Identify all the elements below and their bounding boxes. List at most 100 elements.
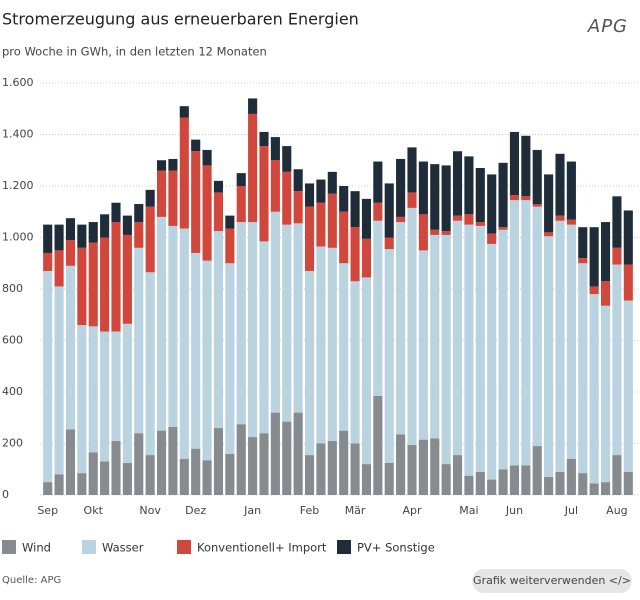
bar-segment <box>111 440 121 495</box>
bar-segment <box>270 160 280 212</box>
legend-swatch <box>177 540 191 554</box>
bar-segment <box>339 263 349 431</box>
bar-segment <box>134 247 144 434</box>
bar-segment <box>327 247 337 441</box>
bar-segment <box>544 236 554 477</box>
bar-segment <box>248 113 258 223</box>
y-tick-label: 1.400 <box>2 128 34 141</box>
bar-segment <box>225 453 235 495</box>
bar-segment <box>179 106 189 118</box>
bar-segment <box>293 191 303 224</box>
bar-segment <box>623 210 633 265</box>
bar-segment <box>191 448 201 495</box>
bar-segment <box>555 153 565 216</box>
bar-segment <box>384 237 394 250</box>
bar-segment <box>396 434 406 495</box>
bar-segment <box>498 469 508 495</box>
bar-segment <box>578 473 588 495</box>
bar-segment <box>179 228 189 459</box>
bar-segment <box>134 433 144 495</box>
bar-segment <box>509 200 520 466</box>
bar-segment <box>236 222 246 425</box>
bar-segment <box>54 224 64 251</box>
bar-segment <box>65 218 76 241</box>
x-tick-label: Aug <box>606 504 627 517</box>
bar-segment <box>54 250 64 287</box>
bar-segment <box>612 196 622 248</box>
x-tick-label: Jun <box>505 504 523 517</box>
bar-segment <box>259 433 269 495</box>
bar-segment <box>475 222 485 226</box>
x-tick-label: Jan <box>243 504 261 517</box>
bar-segment <box>487 174 497 234</box>
bar-segment <box>145 189 155 207</box>
bar-segment <box>373 161 383 203</box>
y-tick-label: 1.600 <box>2 76 34 89</box>
bar-segment <box>350 191 360 228</box>
bar-segment <box>225 215 235 229</box>
chart-subtitle: pro Woche in GWh, in den letzten 12 Mona… <box>2 45 267 59</box>
bar-segment <box>623 300 633 472</box>
bar-segment <box>43 252 53 271</box>
bar-segment <box>100 237 110 332</box>
bar-segment <box>100 461 110 495</box>
bar-segment <box>156 170 167 217</box>
bar-segment <box>134 204 144 223</box>
bar-segment <box>122 323 132 463</box>
bar-segment <box>248 437 258 495</box>
bar-segment <box>236 186 246 223</box>
bar-segment <box>407 147 417 193</box>
bar-segment <box>373 395 383 495</box>
bar-segment <box>111 331 121 441</box>
reuse-button[interactable] <box>472 569 632 593</box>
bar-segment <box>100 331 110 462</box>
source: Quelle: APG <box>2 575 61 586</box>
bar-segment <box>475 225 485 472</box>
bar-segment <box>134 222 144 248</box>
bar-segment <box>430 164 440 230</box>
legend-swatch <box>82 540 96 554</box>
bar-segment <box>464 214 474 225</box>
reuse-button-label[interactable]: Grafik weiterverwenden </> <box>473 574 631 587</box>
bar-segment <box>179 458 189 495</box>
bar-segment <box>350 443 360 495</box>
bar-segment <box>441 231 451 235</box>
bar-segment <box>248 98 258 114</box>
bar-segment <box>441 464 451 495</box>
bar-segment <box>578 258 588 264</box>
bar-segment <box>544 174 554 233</box>
bar-segment <box>532 149 542 205</box>
bar-segment <box>475 167 485 223</box>
bar-segment <box>88 242 98 327</box>
bar-segment <box>65 240 76 266</box>
bar-segment <box>316 443 326 495</box>
bar-segment <box>293 412 303 495</box>
bar-segment <box>384 462 394 495</box>
legend-label: Wasser <box>102 541 144 555</box>
bar-segment <box>407 207 417 445</box>
bar-segment <box>396 158 406 217</box>
bar-segment <box>191 252 201 449</box>
bar-segment <box>259 146 269 242</box>
bar-segment <box>270 137 280 161</box>
bar-segment <box>270 412 280 495</box>
bar-segment <box>612 247 622 265</box>
x-tick-label: Jul <box>564 504 578 517</box>
bar-segment <box>327 193 337 248</box>
bar-segment <box>578 263 588 474</box>
bar-segment <box>407 444 417 495</box>
x-tick-label: Mär <box>345 504 366 517</box>
bar-segment <box>555 215 565 221</box>
bar-segment <box>339 430 349 495</box>
bar-segment <box>361 198 372 239</box>
bar-segment <box>589 227 599 287</box>
bar-segment <box>430 229 440 235</box>
y-tick-label: 400 <box>2 385 23 398</box>
bar-segment <box>304 270 315 456</box>
bar-segment <box>418 214 428 251</box>
bar-segment <box>464 224 474 476</box>
x-tick-label: Dez <box>185 504 206 517</box>
bar-segment <box>145 272 155 456</box>
bar-segment <box>77 325 87 474</box>
